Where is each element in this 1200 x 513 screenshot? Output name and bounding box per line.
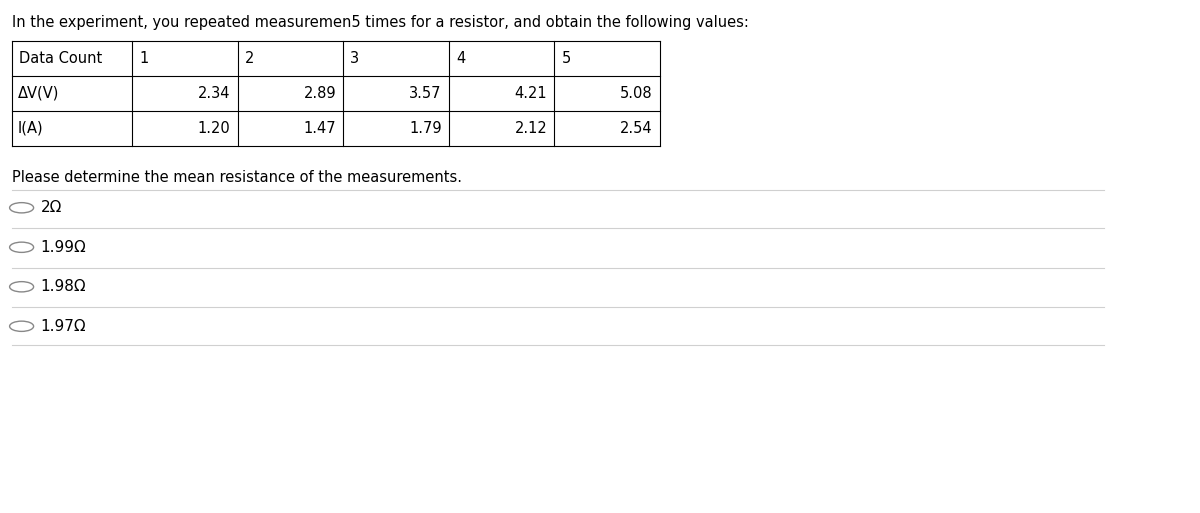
Text: 5.08: 5.08 — [620, 86, 653, 101]
Text: 1.99Ω: 1.99Ω — [41, 240, 86, 255]
Text: Data Count: Data Count — [19, 51, 102, 66]
Text: 1.79: 1.79 — [409, 121, 442, 136]
Text: 1.20: 1.20 — [198, 121, 230, 136]
Text: 2: 2 — [245, 51, 254, 66]
Text: 3.57: 3.57 — [409, 86, 442, 101]
Text: 2.54: 2.54 — [620, 121, 653, 136]
Text: In the experiment, you repeated measuremen5 times for a resistor, and obtain the: In the experiment, you repeated measurem… — [12, 15, 749, 30]
Text: 3: 3 — [350, 51, 360, 66]
Text: 2.12: 2.12 — [515, 121, 547, 136]
Text: I(A): I(A) — [18, 121, 43, 136]
Text: 1: 1 — [139, 51, 149, 66]
Text: 5: 5 — [562, 51, 571, 66]
Text: Please determine the mean resistance of the measurements.: Please determine the mean resistance of … — [12, 170, 462, 185]
Text: ΔV(V): ΔV(V) — [18, 86, 59, 101]
Text: 2.89: 2.89 — [304, 86, 336, 101]
Text: 2Ω: 2Ω — [41, 200, 62, 215]
Text: 4: 4 — [456, 51, 466, 66]
Text: 1.97Ω: 1.97Ω — [41, 319, 86, 334]
Text: 1.47: 1.47 — [304, 121, 336, 136]
Text: 4.21: 4.21 — [515, 86, 547, 101]
Text: 2.34: 2.34 — [198, 86, 230, 101]
Text: 1.98Ω: 1.98Ω — [41, 279, 86, 294]
